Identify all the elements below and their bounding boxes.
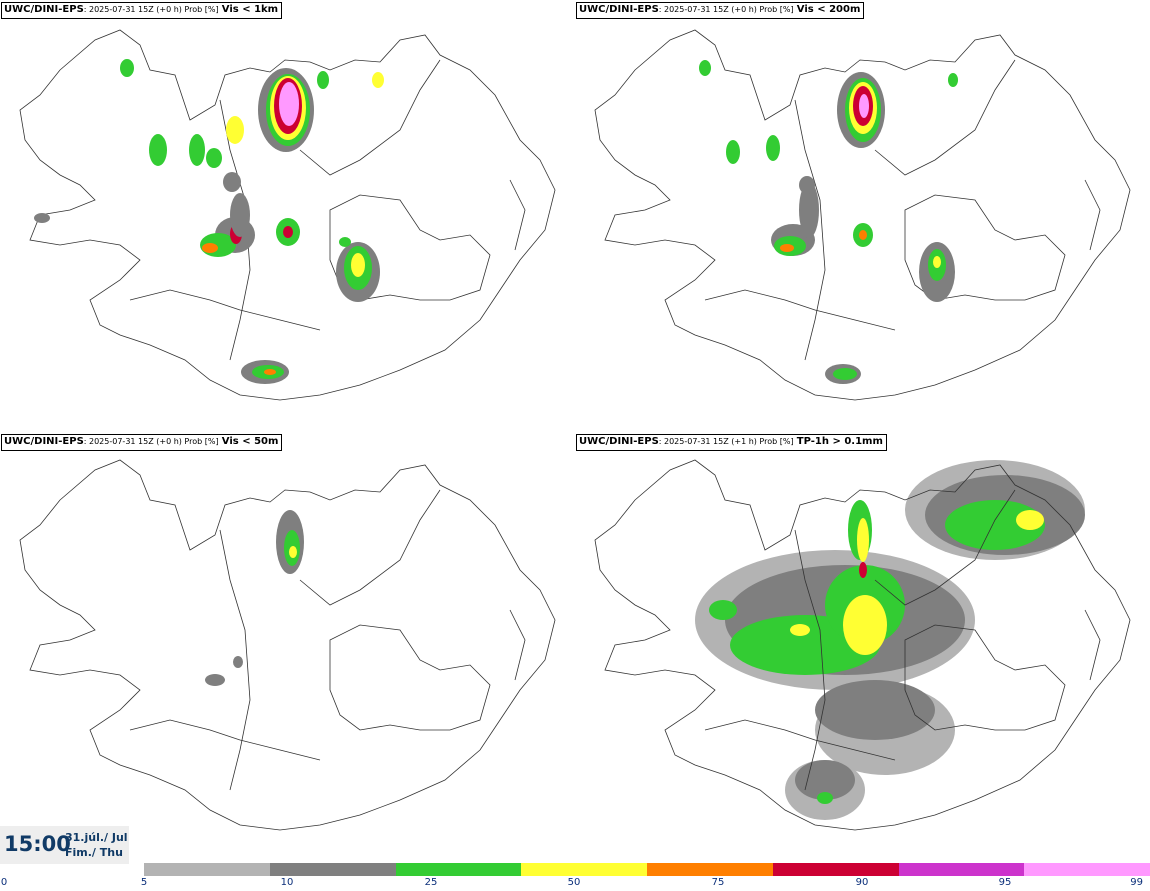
valid-date: 31.júl./ Jul: [65, 831, 128, 844]
scale-swatch: [1024, 863, 1150, 876]
map-svg: [19, 29, 556, 401]
map-panel-tp-1h: UWC/DINI-EPS: 2025-07-31 15Z (+1 h) Prob…: [575, 430, 1150, 870]
scale-swatch: [898, 863, 1025, 876]
scale-swatch: [395, 863, 522, 876]
scale-tick-label: 95: [998, 877, 1012, 888]
map-svg: [594, 459, 1131, 831]
map-panel-vis-50m: UWC/DINI-EPS: 2025-07-31 15Z (+0 h) Prob…: [0, 430, 575, 870]
prob-field: [205, 510, 304, 686]
map-panel-vis-1km: UWC/DINI-EPS: 2025-07-31 15Z (+0 h) Prob…: [0, 0, 575, 440]
scale-swatch: [144, 863, 270, 876]
scale-tick-label: 10: [280, 877, 294, 888]
map-panel-vis-200m: UWC/DINI-EPS: 2025-07-31 15Z (+0 h) Prob…: [575, 0, 1150, 440]
color-scale: [144, 863, 1150, 876]
scale-swatch: [647, 863, 773, 876]
prob-field: [699, 60, 958, 384]
map-svg: [19, 459, 556, 831]
valid-time: 15:00: [4, 832, 71, 856]
scale-swatch: [521, 863, 647, 876]
prob-field: [695, 460, 1085, 820]
panel-title: UWC/DINI-EPS: 2025-07-31 15Z (+0 h) Prob…: [1, 434, 283, 451]
map-svg: [594, 29, 1131, 401]
scale-tick-label: 25: [424, 877, 438, 888]
scale-swatch: [269, 863, 396, 876]
panel-title: UWC/DINI-EPS: 2025-07-31 15Z (+1 h) Prob…: [576, 434, 887, 451]
scale-swatch: [772, 863, 899, 876]
prob-field: [34, 59, 384, 384]
scale-tick-label: 99: [1130, 877, 1143, 888]
panel-title: UWC/DINI-EPS: 2025-07-31 15Z (+0 h) Prob…: [576, 2, 865, 19]
scale-tick-label: 75: [711, 877, 725, 888]
scale-tick-label: 5: [140, 877, 148, 888]
scale-tick-label: 0: [0, 877, 8, 888]
valid-weekday: Fim./ Thu: [65, 846, 123, 859]
scale-tick-label: 50: [567, 877, 581, 888]
scale-tick-label: 90: [855, 877, 869, 888]
panel-title: UWC/DINI-EPS: 2025-07-31 15Z (+0 h) Prob…: [1, 2, 283, 19]
valid-time-box: 15:00 31.júl./ Jul Fim./ Thu: [0, 826, 129, 864]
